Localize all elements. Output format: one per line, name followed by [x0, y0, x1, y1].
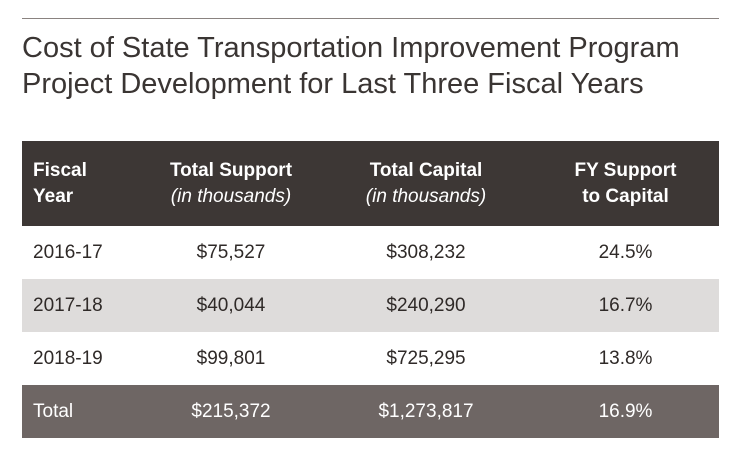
table-row: 2017-18 $40,044 $240,290 16.7% — [22, 279, 719, 332]
cost-table: Fiscal Year Total Support (in thousands)… — [22, 141, 719, 438]
top-divider — [22, 18, 719, 19]
cell-total-support-sum: $215,372 — [191, 400, 271, 422]
header-sublabel: (in thousands) — [170, 185, 292, 207]
cell-total-support: $99,801 — [196, 347, 266, 369]
header-fiscal-year: Fiscal Year — [22, 141, 142, 226]
cell-total-support: $75,527 — [196, 241, 266, 263]
cell-total-capital: $725,295 — [386, 347, 466, 369]
header-total-capital: Total Capital (in thousands) — [320, 141, 532, 226]
table-total-row: Total $215,372 $1,273,817 16.9% — [22, 385, 719, 438]
cell-total-capital-sum: $1,273,817 — [378, 400, 474, 422]
page-title: Cost of State Transportation Improvement… — [22, 30, 722, 102]
title-line-1: Cost of State Transportation Improvement… — [22, 32, 680, 64]
table-row: 2016-17 $75,527 $308,232 24.5% — [22, 226, 719, 279]
cell-support-to-capital: 24.5% — [598, 241, 653, 263]
cell-fiscal-year: 2018-19 — [33, 347, 103, 369]
header-label: Year — [33, 185, 74, 207]
header-support-to-capital: FY Support to Capital — [532, 141, 719, 226]
header-label: to Capital — [582, 185, 669, 207]
cell-total-label: Total — [33, 400, 74, 422]
header-label: Fiscal — [33, 159, 87, 181]
cell-total-support: $40,044 — [196, 294, 266, 316]
cell-fiscal-year: 2016-17 — [33, 241, 103, 263]
cell-support-to-capital: 13.8% — [598, 347, 653, 369]
cell-support-to-capital: 16.7% — [598, 294, 653, 316]
cell-total-capital: $240,290 — [386, 294, 466, 316]
header-label: Total Capital — [369, 159, 483, 181]
cell-total-ratio: 16.9% — [598, 400, 653, 422]
header-total-support: Total Support (in thousands) — [142, 141, 320, 226]
table-row: 2018-19 $99,801 $725,295 13.8% — [22, 332, 719, 385]
table-header-row: Fiscal Year Total Support (in thousands)… — [22, 141, 719, 226]
header-label: FY Support — [574, 159, 677, 181]
header-label: Total Support — [169, 159, 293, 181]
title-line-2: Project Development for Last Three Fisca… — [22, 68, 644, 100]
cell-total-capital: $308,232 — [386, 241, 466, 263]
header-sublabel: (in thousands) — [365, 185, 487, 207]
cell-fiscal-year: 2017-18 — [33, 294, 103, 316]
